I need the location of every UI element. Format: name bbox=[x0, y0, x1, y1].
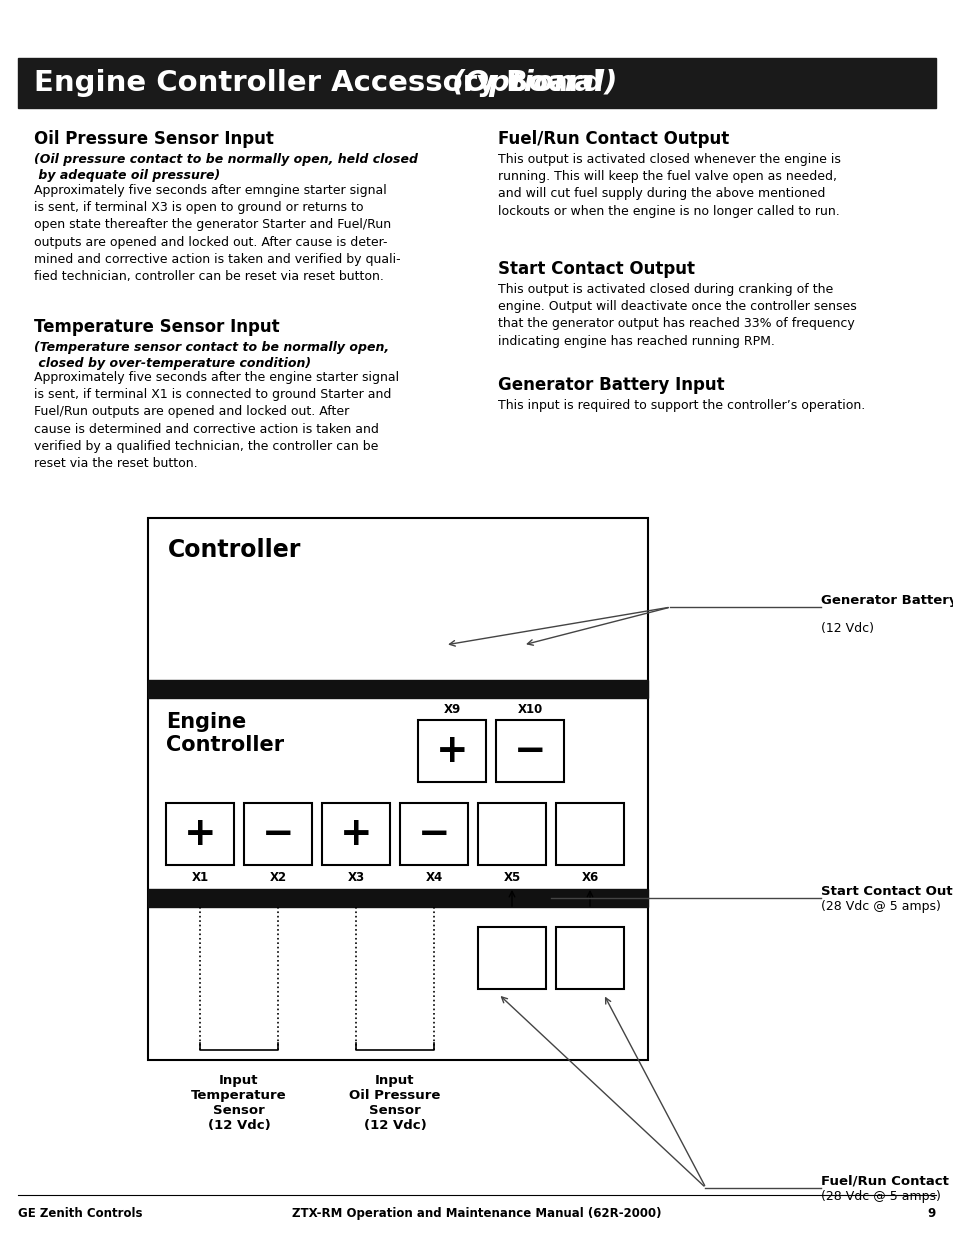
Text: Start Contact Output: Start Contact Output bbox=[821, 885, 953, 898]
Bar bbox=[244, 803, 312, 864]
Bar bbox=[556, 803, 623, 864]
Text: Input
Oil Pressure
Sensor
(12 Vdc): Input Oil Pressure Sensor (12 Vdc) bbox=[349, 1074, 440, 1132]
Bar bbox=[148, 889, 647, 906]
Text: X5: X5 bbox=[503, 871, 520, 884]
Text: X2: X2 bbox=[269, 871, 286, 884]
Text: −: − bbox=[513, 732, 546, 769]
Bar bbox=[477, 803, 545, 864]
Bar bbox=[496, 720, 563, 782]
Text: Approximately five seconds after emngine starter signal
is sent, if terminal X3 : Approximately five seconds after emngine… bbox=[34, 184, 400, 283]
Text: This output is activated closed whenever the engine is
running. This will keep t: This output is activated closed whenever… bbox=[497, 153, 840, 217]
Text: +: + bbox=[184, 815, 216, 853]
Text: +: + bbox=[436, 732, 468, 769]
Bar bbox=[399, 803, 468, 864]
Text: Start Contact Output: Start Contact Output bbox=[497, 261, 695, 278]
Text: Engine
Controller: Engine Controller bbox=[166, 713, 284, 755]
Text: −: − bbox=[261, 815, 294, 853]
Text: ZTX-RM Operation and Maintenance Manual (62R-2000): ZTX-RM Operation and Maintenance Manual … bbox=[292, 1207, 661, 1220]
Bar bbox=[556, 927, 623, 989]
Text: X9: X9 bbox=[443, 703, 460, 716]
Text: Fuel/Run Contact Output: Fuel/Run Contact Output bbox=[497, 130, 728, 148]
Text: Engine Controller Accessory Board: Engine Controller Accessory Board bbox=[34, 69, 613, 98]
Bar bbox=[477, 927, 545, 989]
Text: X10: X10 bbox=[517, 703, 542, 716]
Text: Fuel/Run Contact Output: Fuel/Run Contact Output bbox=[821, 1174, 953, 1188]
Bar bbox=[166, 803, 233, 864]
Text: This output is activated closed during cranking of the
engine. Output will deact: This output is activated closed during c… bbox=[497, 283, 856, 347]
Text: X6: X6 bbox=[580, 871, 598, 884]
Bar bbox=[148, 517, 647, 1060]
Text: (Optional): (Optional) bbox=[452, 69, 618, 98]
Text: Temperature Sensor Input: Temperature Sensor Input bbox=[34, 317, 279, 336]
Text: Generator Battery Input: Generator Battery Input bbox=[497, 375, 724, 394]
Text: Oil Pressure Sensor Input: Oil Pressure Sensor Input bbox=[34, 130, 274, 148]
Text: X4: X4 bbox=[425, 871, 442, 884]
Text: Approximately five seconds after the engine starter signal
is sent, if terminal : Approximately five seconds after the eng… bbox=[34, 370, 398, 471]
Text: 9: 9 bbox=[926, 1207, 935, 1220]
Bar bbox=[322, 803, 390, 864]
Text: (28 Vdc @ 5 amps): (28 Vdc @ 5 amps) bbox=[821, 1191, 940, 1203]
Text: This input is required to support the controller’s operation.: This input is required to support the co… bbox=[497, 399, 864, 412]
Text: Controller: Controller bbox=[168, 538, 301, 562]
Text: (Temperature sensor contact to be normally open,
 closed by over-temperature con: (Temperature sensor contact to be normal… bbox=[34, 341, 389, 370]
Text: +: + bbox=[339, 815, 372, 853]
Text: X3: X3 bbox=[347, 871, 364, 884]
Text: Input
Temperature
Sensor
(12 Vdc): Input Temperature Sensor (12 Vdc) bbox=[191, 1074, 287, 1132]
Text: Generator Battery Input: Generator Battery Input bbox=[821, 594, 953, 606]
Bar bbox=[18, 58, 935, 107]
Text: −: − bbox=[417, 815, 450, 853]
Text: GE Zenith Controls: GE Zenith Controls bbox=[18, 1207, 142, 1220]
Bar bbox=[148, 680, 647, 698]
Text: (Oil pressure contact to be normally open, held closed
 by adequate oil pressure: (Oil pressure contact to be normally ope… bbox=[34, 153, 417, 182]
Text: (28 Vdc @ 5 amps): (28 Vdc @ 5 amps) bbox=[821, 900, 940, 913]
Text: (12 Vdc): (12 Vdc) bbox=[821, 622, 873, 635]
Text: X1: X1 bbox=[192, 871, 209, 884]
Bar bbox=[417, 720, 485, 782]
